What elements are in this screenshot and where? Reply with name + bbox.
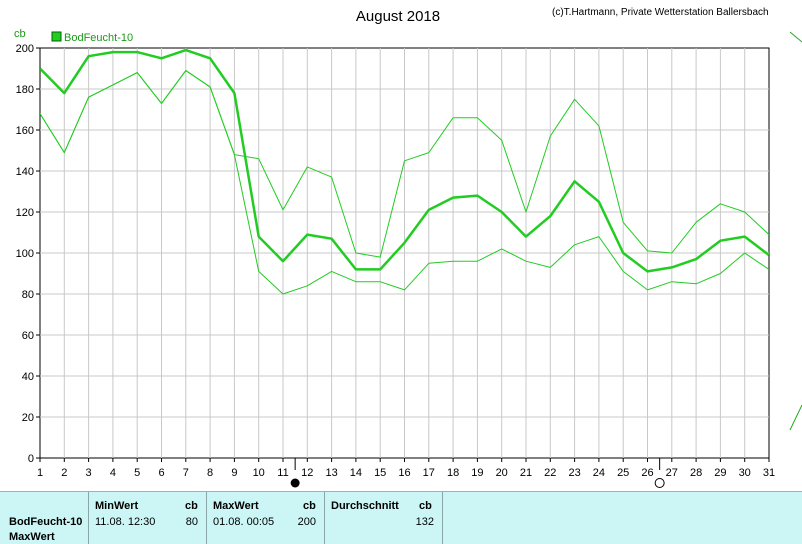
- max-header: MaxWert: [213, 500, 259, 512]
- avg-unit: cb: [419, 500, 432, 512]
- x-tick-label: 6: [158, 467, 164, 479]
- series-line-min: [40, 70, 769, 295]
- x-tick-label: 18: [447, 467, 459, 479]
- day-markers: [290, 458, 665, 488]
- x-tick-label: 26: [641, 467, 653, 479]
- y-axis-unit: cb: [14, 28, 26, 40]
- y-tick-label: 40: [22, 371, 34, 383]
- series-group: [40, 48, 769, 295]
- x-tick-label: 7: [183, 467, 189, 479]
- avg-header: Durchschnitt: [331, 500, 399, 512]
- x-tick-label: 21: [520, 467, 532, 479]
- max-unit: cb: [303, 500, 316, 512]
- x-tick-label: 13: [325, 467, 337, 479]
- legend-label: BodFeucht-10: [64, 32, 133, 44]
- x-tick-label: 27: [666, 467, 678, 479]
- x-tick-label: 24: [593, 467, 605, 479]
- min-time: 11.08. 12:30: [95, 516, 156, 528]
- column-separator: [442, 492, 443, 544]
- x-tick-label: 31: [763, 467, 775, 479]
- statistics-panel: BodFeucht-10 MaxWert MinWert cb 11.08. 1…: [0, 491, 802, 544]
- x-tick-label: 15: [374, 467, 386, 479]
- full-moon-marker: [654, 478, 665, 488]
- x-tick-label: 23: [568, 467, 580, 479]
- edge-fragment-lower: [789, 404, 802, 431]
- max-value: 200: [297, 516, 316, 528]
- x-tick-label: 3: [86, 467, 92, 479]
- stats-row-label-maxwert: MaxWert: [9, 531, 55, 543]
- y-tick-label: 120: [16, 207, 34, 219]
- x-axis-ticks: 1 2 3 4 5 6 7 8 9 10 11 12 13 14 15 16 17 18 19 20 21 22 23 24 2…: [37, 458, 775, 479]
- x-tick-label: 10: [253, 467, 265, 479]
- x-tick-label: 17: [423, 467, 435, 479]
- min-header: MinWert: [95, 500, 139, 512]
- column-separator: [324, 492, 325, 544]
- x-tick-label: 28: [690, 467, 702, 479]
- y-tick-label: 100: [16, 248, 34, 260]
- max-time: 01.08. 00:05: [213, 516, 275, 528]
- x-tick-label: 4: [110, 467, 116, 479]
- x-tick-label: 8: [207, 467, 213, 479]
- x-tick-label: 22: [544, 467, 556, 479]
- x-tick-label: 12: [301, 467, 313, 479]
- y-tick-label: 200: [16, 43, 34, 55]
- x-tick-label: 30: [739, 467, 751, 479]
- new-moon-marker: [290, 478, 300, 488]
- stats-row-label: BodFeucht-10: [9, 516, 83, 528]
- y-tick-label: 0: [28, 453, 34, 465]
- x-tick-label: 14: [350, 467, 362, 479]
- y-tick-label: 80: [22, 289, 34, 301]
- chart: August 2018 (c)T.Hartmann, Private Wette…: [14, 7, 802, 488]
- legend-swatch: [51, 31, 62, 42]
- y-tick-label: 140: [16, 166, 34, 178]
- y-tick-label: 160: [16, 125, 34, 137]
- x-tick-label: 20: [496, 467, 508, 479]
- x-tick-label: 19: [471, 467, 483, 479]
- y-tick-label: 20: [22, 412, 34, 424]
- column-separator: [206, 492, 207, 544]
- x-tick-label: 1: [37, 467, 43, 479]
- x-tick-label: 2: [61, 467, 67, 479]
- column-separator: [88, 492, 89, 544]
- y-tick-label: 180: [16, 84, 34, 96]
- copyright-text: (c)T.Hartmann, Private Wetterstation Bal…: [552, 7, 769, 18]
- series-line-avg: [40, 48, 769, 273]
- x-tick-label: 9: [231, 467, 237, 479]
- x-tick-label: 16: [398, 467, 410, 479]
- avg-value: 132: [415, 516, 434, 528]
- min-value: 80: [185, 516, 198, 528]
- edge-fragment: [789, 31, 802, 43]
- x-tick-label: 29: [714, 467, 726, 479]
- x-tick-label: 25: [617, 467, 629, 479]
- x-tick-label: 5: [134, 467, 140, 479]
- x-tick-label: 11: [277, 467, 288, 479]
- chart-title: August 2018: [356, 8, 440, 25]
- y-tick-label: 60: [22, 330, 34, 342]
- y-axis-ticks: 0 20 40 60 80 100 120 140 160 180 200: [16, 43, 40, 465]
- min-unit: cb: [185, 500, 198, 512]
